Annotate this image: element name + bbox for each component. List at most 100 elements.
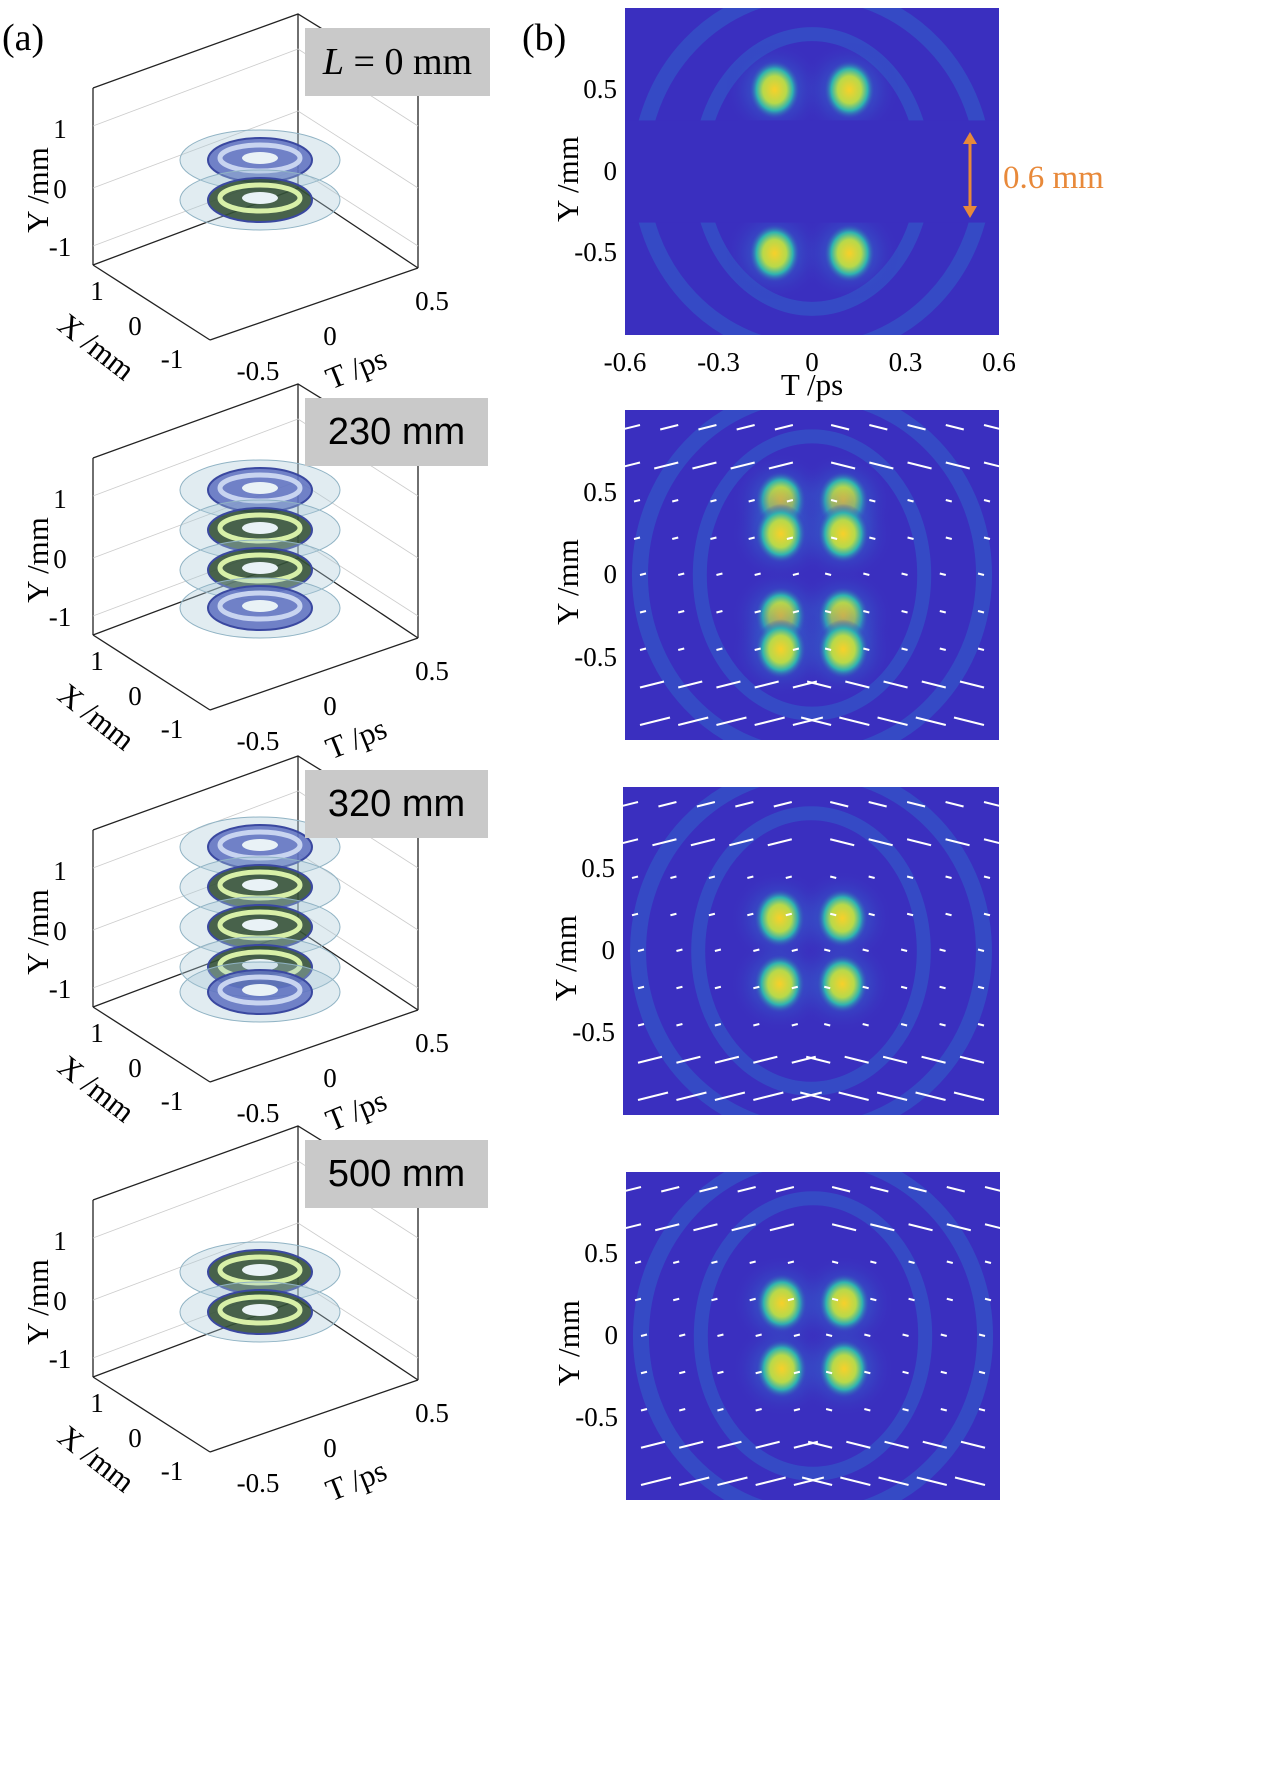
- propagation-distance-label: 320 mm: [305, 770, 488, 838]
- field-arrow: [753, 1091, 784, 1101]
- field-arrow: [959, 1055, 985, 1064]
- y-tick: 0: [53, 544, 67, 574]
- intensity-peak: [818, 1338, 871, 1399]
- field-arrow: [940, 1370, 948, 1375]
- field-arrow: [868, 801, 887, 808]
- field-arrow: [907, 461, 932, 470]
- t-tick: 0: [323, 321, 337, 351]
- intensity-peak: [748, 223, 801, 284]
- field-arrow: [830, 461, 856, 470]
- field-arrow: [717, 1333, 724, 1337]
- y-tick: 0: [53, 916, 67, 946]
- field-arrow: [671, 499, 679, 503]
- iso-plot-2: 1 0 -1 Y /mm 1 0 -1 X /mm 0.5 0 -0.5 T /ps 320 mm: [0, 752, 560, 1162]
- field-arrow: [876, 1091, 908, 1101]
- field-arrow: [868, 912, 875, 917]
- field-arrow: [753, 985, 760, 990]
- field-arrow: [755, 1408, 762, 1412]
- field-arrow: [940, 1408, 948, 1412]
- heatmap-1: 0.5 0 -0.5 Y /mm: [550, 385, 1009, 765]
- field-arrow: [748, 499, 755, 503]
- x-tick: 0: [128, 681, 142, 711]
- field-arrow: [755, 1333, 762, 1337]
- field-arrow: [902, 1370, 909, 1375]
- y-tick: 1: [53, 114, 67, 144]
- field-arrow: [716, 680, 741, 689]
- field-arrow: [717, 1370, 724, 1375]
- field-arrow: [939, 610, 947, 614]
- field-arrow: [633, 499, 641, 503]
- field-arrow: [640, 1476, 672, 1486]
- field-arrow: [729, 838, 754, 847]
- field-arrow: [907, 424, 926, 431]
- field-arrow: [792, 647, 800, 651]
- intensity-peak: [823, 223, 876, 284]
- field-arrow: [863, 647, 870, 651]
- field-arrow: [870, 1260, 877, 1264]
- field-arrow: [736, 424, 755, 431]
- field-arrow: [677, 716, 709, 726]
- field-arrow: [845, 680, 870, 689]
- field-arrow: [717, 1440, 742, 1449]
- y-tick: 0.5: [581, 853, 615, 883]
- intensity-peak: [818, 1273, 871, 1334]
- y-tick: -1: [49, 602, 72, 632]
- field-arrow: [945, 536, 953, 540]
- field-arrow: [915, 1091, 946, 1101]
- field-arrow: [824, 610, 832, 614]
- field-arrow: [901, 610, 908, 614]
- x-tick: 0: [128, 1423, 142, 1453]
- field-arrow: [877, 716, 908, 726]
- field-arrow: [977, 985, 985, 990]
- field-arrow: [791, 985, 799, 990]
- field-arrow: [676, 1023, 683, 1027]
- x-tick: -1: [161, 1086, 184, 1116]
- field-arrow: [640, 1440, 666, 1449]
- field-arrow: [631, 912, 639, 917]
- field-arrow: [714, 1023, 722, 1027]
- field-arrow: [864, 1370, 871, 1375]
- x-tick: -0.6: [603, 347, 647, 377]
- field-arrow: [678, 1333, 686, 1337]
- field-arrow: [983, 912, 991, 917]
- y-tick: 0.5: [583, 73, 617, 104]
- y-tick: 1: [53, 1226, 67, 1256]
- y-tick: -0.5: [574, 237, 617, 268]
- field-arrow: [714, 985, 722, 990]
- field-arrow: [939, 1023, 946, 1027]
- field-arrow: [902, 1333, 909, 1337]
- field-arrow: [671, 536, 679, 540]
- x-tick: 0.6: [982, 347, 1016, 377]
- field-arrow: [945, 499, 953, 503]
- field-arrow: [870, 1186, 889, 1193]
- field-arrow: [906, 875, 914, 879]
- field-arrow: [907, 499, 914, 503]
- field-arrow: [978, 1408, 986, 1412]
- y-axis-label: Y /mm: [20, 889, 55, 975]
- field-arrow: [696, 801, 716, 808]
- field-arrow: [660, 1186, 680, 1193]
- field-arrow: [640, 1408, 648, 1412]
- field-arrow: [960, 1440, 986, 1449]
- field-arrow: [984, 1297, 992, 1302]
- field-arrow: [716, 716, 747, 726]
- intensity-peak: [748, 59, 801, 120]
- field-arrow: [711, 1297, 718, 1302]
- field-arrow: [800, 716, 832, 726]
- field-arrow: [792, 610, 800, 614]
- field-arrow: [900, 1023, 908, 1027]
- y-tick: -0.5: [575, 1402, 618, 1432]
- y-axis-label: Y /mm: [551, 1300, 586, 1386]
- field-arrow: [906, 912, 914, 917]
- x-tick: -1: [161, 1456, 184, 1486]
- t-tick: 0.5: [415, 1398, 449, 1428]
- field-arrow: [637, 1023, 645, 1027]
- field-arrow: [829, 838, 855, 847]
- y-tick: -0.5: [574, 641, 617, 672]
- y-axis-label: Y /mm: [20, 1259, 55, 1345]
- field-arrow: [868, 875, 875, 879]
- field-arrow: [677, 572, 685, 576]
- field-arrow: [747, 912, 754, 917]
- field-arrow: [906, 838, 932, 847]
- field-arrow: [807, 1440, 833, 1449]
